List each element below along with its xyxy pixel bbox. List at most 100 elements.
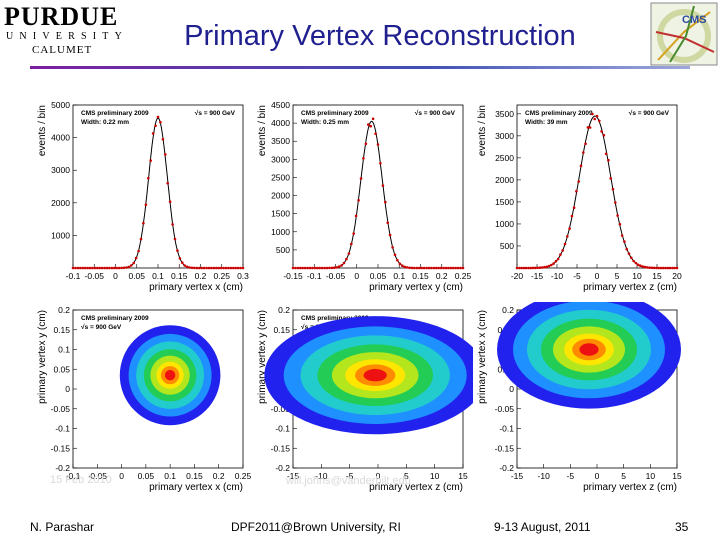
data-point <box>577 180 580 183</box>
data-point <box>591 112 594 116</box>
y-tick-label: -0.1 <box>499 424 514 434</box>
data-point <box>634 261 638 265</box>
x-tick-label: -0.1 <box>66 271 81 281</box>
data-point <box>333 266 336 269</box>
data-point <box>586 126 590 129</box>
data-point <box>572 206 576 209</box>
y-tick-label: 1000 <box>51 230 70 240</box>
data-point <box>202 266 206 270</box>
data-point <box>147 176 150 180</box>
data-point <box>210 266 213 270</box>
data-point <box>666 266 670 270</box>
data-point <box>103 266 106 270</box>
y-axis-label: events / bin <box>257 105 268 156</box>
y-tick-label: -0.15 <box>495 443 515 453</box>
data-point <box>405 266 409 269</box>
data-point <box>354 214 358 218</box>
data-point <box>636 263 640 267</box>
x-tick-label: 20 <box>672 271 682 281</box>
y-axis-label: primary vertex x (cm) <box>477 310 488 404</box>
chart-vertex-z-histogram: -20 -15 -10 -5 0 5 10 15 20 500 1000 1500 2000 2500 30… <box>475 97 685 302</box>
data-point <box>185 265 189 269</box>
data-point <box>386 221 389 225</box>
data-point <box>609 177 612 180</box>
data-point <box>391 246 394 249</box>
data-point <box>540 266 544 269</box>
data-point <box>623 240 626 243</box>
x-tick-label: 0.05 <box>138 471 155 481</box>
data-point <box>529 266 532 270</box>
data-point <box>652 266 656 270</box>
data-point <box>452 266 455 270</box>
data-point <box>418 266 421 270</box>
data-point <box>518 266 521 270</box>
data-point <box>227 266 230 270</box>
x-tick-label: 0.1 <box>152 271 164 281</box>
y-tick-label: 1500 <box>271 209 290 219</box>
data-point <box>328 266 331 270</box>
data-point <box>115 266 118 270</box>
chart-vertex-zx-heatmap: -15-10-5051015-0.2-0.15-0.1-0.0500.050.1… <box>475 302 685 494</box>
purdue-calumet-logo: PURDUE UNIVERSITY CALUMET <box>2 2 130 62</box>
data-point <box>120 266 123 270</box>
data-point <box>215 266 218 270</box>
data-point <box>575 189 578 193</box>
data-point <box>313 266 317 270</box>
data-point <box>299 266 302 270</box>
data-point <box>376 143 380 146</box>
plot-frame <box>292 104 464 269</box>
chart-vertex-x-histogram: -0.1 -0.05 0 0.05 0.1 0.15 0.2 0.25 0.3 1000 2000 3… <box>35 97 253 302</box>
x-tick-label: 0.2 <box>436 271 448 281</box>
data-point <box>527 266 530 270</box>
data-point <box>207 266 211 270</box>
data-point <box>668 266 672 270</box>
data-point <box>308 266 312 270</box>
data-point <box>461 266 465 270</box>
data-point <box>81 266 84 270</box>
x-tick-label: 5 <box>404 471 409 481</box>
y-tick-label: 4000 <box>51 133 70 143</box>
data-point <box>522 266 526 270</box>
x-tick-label: 0.2 <box>195 271 207 281</box>
data-point <box>643 265 647 269</box>
y-tick-label: 0.2 <box>58 305 70 315</box>
x-tick-label: 5 <box>621 471 626 481</box>
data-point <box>545 265 548 269</box>
data-point <box>359 177 363 180</box>
y-axis-label: events / bin <box>477 105 488 156</box>
data-point <box>659 266 663 270</box>
data-point <box>430 266 433 270</box>
logo-wordmark: PURDUE <box>4 2 119 31</box>
width-label: Width: 39 mm <box>525 119 568 126</box>
data-point <box>616 214 619 217</box>
data-point <box>222 266 225 270</box>
data-point <box>188 266 191 269</box>
data-point <box>195 266 199 270</box>
data-point <box>602 133 606 137</box>
data-point <box>534 266 537 270</box>
plot-frame <box>516 104 678 269</box>
data-point <box>117 266 121 270</box>
data-point <box>520 266 523 270</box>
data-point <box>156 115 160 119</box>
data-point <box>607 158 610 162</box>
x-tick-label: 0.25 <box>213 271 230 281</box>
data-point <box>611 187 615 191</box>
cms-preliminary-label: CMS preliminary 2009 <box>81 315 149 322</box>
data-point <box>381 184 385 187</box>
x-tick-label: 10 <box>632 271 642 281</box>
date-stamp: 15 Feb 2010 <box>50 474 112 486</box>
data-point <box>536 266 539 270</box>
y-tick-label: -0.15 <box>271 443 291 453</box>
data-point <box>614 201 617 204</box>
x-tick-label: -20 <box>511 271 524 281</box>
x-tick-label: -15 <box>531 271 544 281</box>
x-tick-label: -0.05 <box>88 471 108 481</box>
data-point <box>132 261 135 265</box>
data-point <box>435 266 438 270</box>
data-point <box>296 266 300 270</box>
data-point <box>625 247 628 251</box>
data-point <box>524 266 528 270</box>
x-tick-label: -15 <box>511 471 524 481</box>
data-point <box>618 222 622 226</box>
